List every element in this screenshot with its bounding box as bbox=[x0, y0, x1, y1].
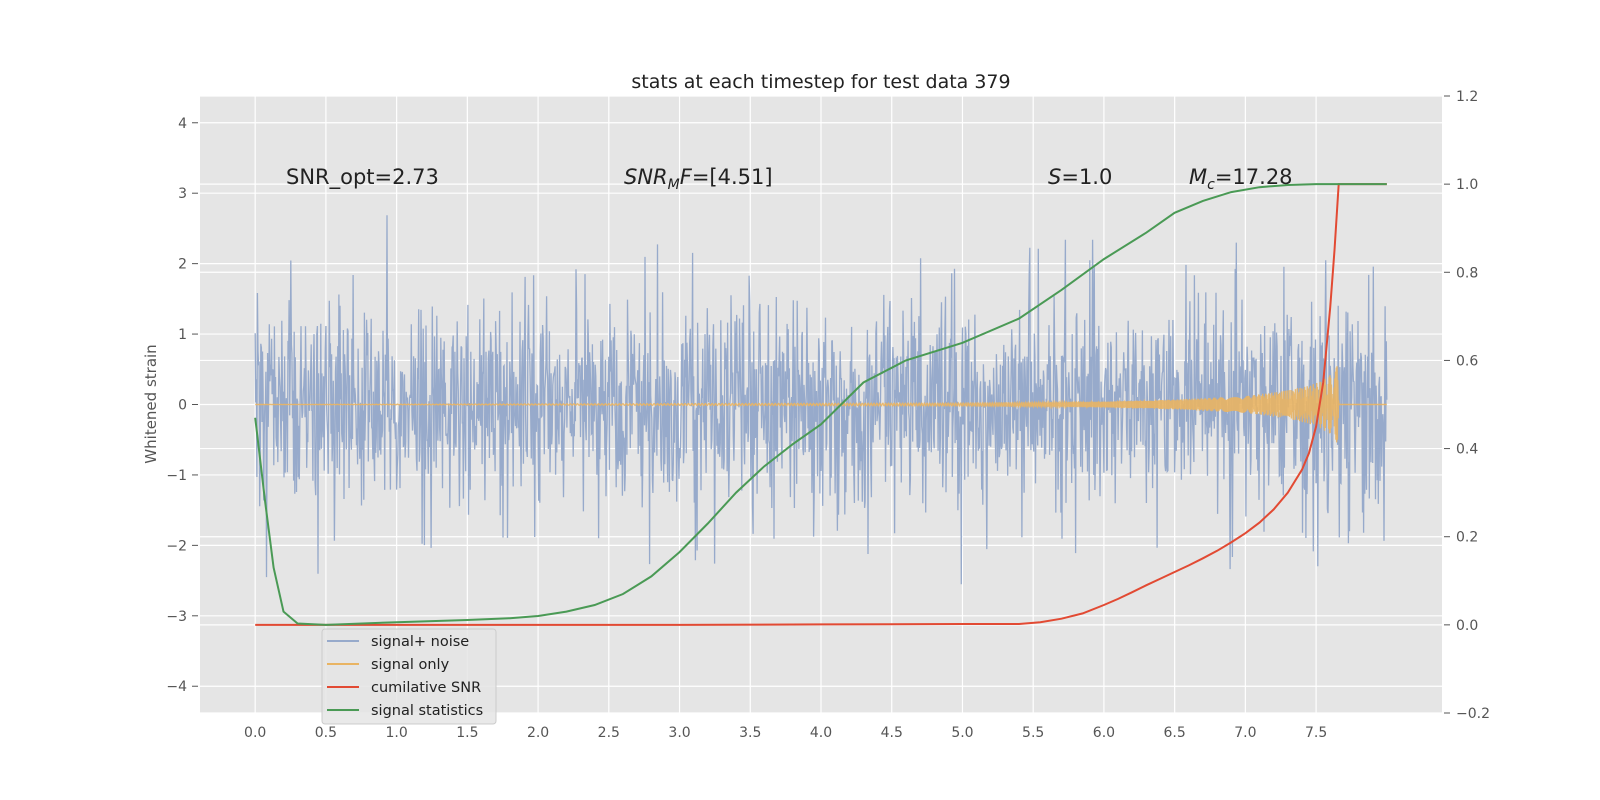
annotation-mc: Mc=17.28 bbox=[1189, 165, 1293, 193]
snr-mf-tail: F bbox=[680, 165, 693, 189]
y-tick-label: 0 bbox=[178, 398, 187, 414]
annotation-snr-opt: SNR_opt=2.73 bbox=[286, 165, 439, 190]
y-tick-label: −4 bbox=[166, 679, 187, 695]
x-tick-label: 2.0 bbox=[527, 725, 549, 741]
x-tick-label: 4.0 bbox=[810, 725, 832, 741]
legend-label: signal+ noise bbox=[371, 634, 469, 650]
x-tick-label: 7.5 bbox=[1305, 725, 1327, 741]
legend-box bbox=[321, 628, 497, 725]
series-signal-only bbox=[255, 366, 1387, 443]
s-symbol: S bbox=[1048, 165, 1061, 189]
x-tick-label: 5.5 bbox=[1022, 725, 1044, 741]
y2-tick-label: 0.2 bbox=[1456, 530, 1478, 546]
x-tick-label: 0.0 bbox=[244, 725, 266, 741]
chart-title: stats at each timestep for test data 379 bbox=[631, 71, 1010, 93]
x-tick-label: 5.0 bbox=[951, 725, 973, 741]
mc-symbol: M bbox=[1189, 165, 1207, 189]
x-tick-label: 7.0 bbox=[1234, 725, 1256, 741]
x-tick-label: 3.5 bbox=[739, 725, 761, 741]
mc-sub: c bbox=[1207, 177, 1215, 193]
x-tick-label: 0.5 bbox=[315, 725, 337, 741]
x-tick-label: 3.0 bbox=[668, 725, 690, 741]
y2-tick-label: 0.0 bbox=[1456, 618, 1478, 634]
y-tick-label: 2 bbox=[178, 257, 187, 273]
y-tick-label: −3 bbox=[166, 609, 187, 625]
x-tick-label: 6.5 bbox=[1164, 725, 1186, 741]
y-tick-label: 3 bbox=[178, 186, 187, 202]
annotation-s: S=1.0 bbox=[1048, 165, 1112, 189]
legend: signal+ noise signal only cumilative SNR si… bbox=[321, 628, 497, 725]
y2-tick-label: 0.6 bbox=[1456, 353, 1478, 369]
y2-tick-label: 1.0 bbox=[1456, 177, 1478, 193]
s-value: =1.0 bbox=[1061, 165, 1112, 189]
snr-mf-sub: M bbox=[668, 177, 680, 193]
y2-tick-label: 0.8 bbox=[1456, 265, 1478, 281]
snr-mf-main: SNR bbox=[624, 165, 668, 189]
series-signal-noise bbox=[254, 215, 1388, 585]
x-tick-label: 2.5 bbox=[598, 725, 620, 741]
legend-label: cumilative SNR bbox=[371, 680, 481, 696]
x-tick-label: 1.0 bbox=[385, 725, 407, 741]
snr-mf-value: =[4.51] bbox=[692, 165, 773, 189]
legend-label: signal only bbox=[371, 657, 450, 673]
y-tick-label: 1 bbox=[178, 327, 187, 343]
legend-label: signal statistics bbox=[371, 703, 483, 719]
mc-value: =17.28 bbox=[1215, 165, 1293, 189]
annotations: SNR_opt=2.73 SNRMF=[4.51] S=1.0 Mc=17.28 bbox=[286, 165, 1293, 193]
y2-tick-label: 0.4 bbox=[1456, 442, 1478, 458]
annotation-snr-mf: SNRMF=[4.51] bbox=[624, 165, 773, 193]
y-tick-label: −2 bbox=[166, 538, 187, 554]
series-cumulative-snr bbox=[255, 183, 1387, 626]
series-signal-statistics bbox=[254, 183, 1387, 626]
y-tick-label: −1 bbox=[166, 468, 187, 484]
y-tick-label: 4 bbox=[178, 116, 187, 132]
x-tick-label: 1.5 bbox=[456, 725, 478, 741]
y2-tick-label: 1.2 bbox=[1456, 89, 1478, 105]
x-tick-label: 6.0 bbox=[1093, 725, 1115, 741]
axes: 0.0 0.5 1.0 1.5 2.0 2.5 3.0 3.5 4.0 4.5 5.0 5.5 6.0 6… bbox=[166, 89, 1490, 741]
x-tick-label: 4.5 bbox=[881, 725, 903, 741]
y-axis-label: Whitened strain bbox=[142, 344, 160, 463]
y2-tick-label: −0.2 bbox=[1456, 706, 1490, 722]
